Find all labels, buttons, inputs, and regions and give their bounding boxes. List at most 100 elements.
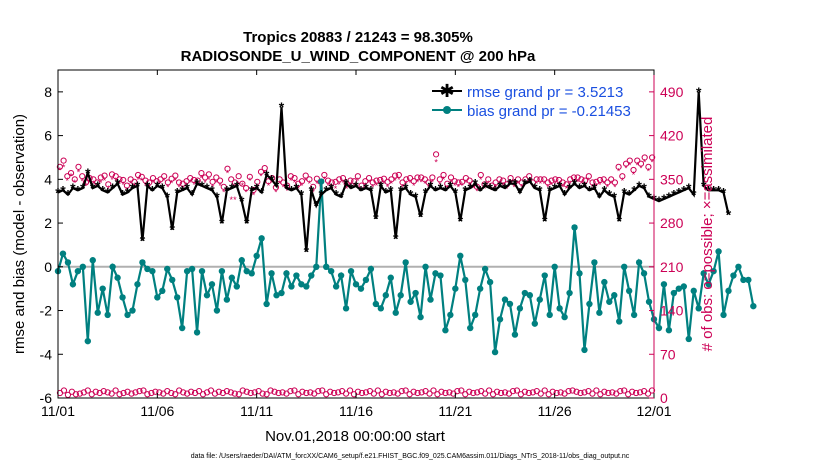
bias-point <box>357 285 365 292</box>
rmse-point: * <box>428 178 434 194</box>
obs-possible-point <box>134 171 142 179</box>
rmse-point: * <box>105 184 111 200</box>
obs-possible-point <box>306 176 313 183</box>
obs-possible-point <box>455 179 462 186</box>
obs-possible-point <box>172 172 179 179</box>
obs-assimilated-point: * <box>110 175 114 185</box>
obs-possible-point <box>302 172 309 179</box>
bias-point <box>392 309 399 316</box>
rmse-point: * <box>527 174 533 190</box>
obs-count-low-point <box>557 389 564 396</box>
rmse-point: * <box>646 189 652 205</box>
obs-assimilated-point: * <box>386 182 390 192</box>
obs-count-low-point <box>644 390 652 397</box>
rmse-point: * <box>716 182 722 198</box>
obs-assimilated-point: * <box>416 177 420 187</box>
rmse-point: * <box>547 182 553 198</box>
obs-assimilated-point: * <box>565 184 569 194</box>
obs-assimilated-point: * <box>345 184 349 194</box>
bias-point <box>79 263 87 270</box>
obs-possible-point <box>120 176 127 184</box>
rmse-point: * <box>194 176 200 192</box>
bias-point <box>69 281 77 288</box>
rmse-point: * <box>671 187 677 203</box>
bias-point <box>193 329 201 336</box>
rmse-point: * <box>299 187 305 203</box>
obs-count-low-point <box>354 388 362 395</box>
rmse-point: * <box>617 213 623 229</box>
obs-possible-point <box>634 157 641 164</box>
bias-point <box>427 296 434 303</box>
obs-possible-point <box>79 173 86 180</box>
bias-point <box>680 283 687 290</box>
obs-possible-point <box>235 173 242 180</box>
obs-count-low-point <box>331 389 338 397</box>
obs-assimilated-point: * <box>311 187 315 197</box>
rmse-point: * <box>373 211 379 227</box>
obs-assimilated-point: * <box>557 180 561 190</box>
bias-point <box>382 292 389 299</box>
obs-possible-point <box>496 176 503 183</box>
obs-assimilated-point: * <box>84 181 88 191</box>
bias-point <box>248 270 255 277</box>
bias-point <box>288 283 295 290</box>
obs-count-low-point <box>454 388 461 395</box>
rmse-point: * <box>179 182 185 198</box>
obs-possible-point <box>436 176 443 183</box>
bias-point <box>695 305 702 312</box>
obs-assimilated-point: * <box>460 181 464 191</box>
obs-possible-point <box>514 176 522 183</box>
bias-point <box>154 294 161 301</box>
bias-point <box>268 270 275 277</box>
obs-count-low-point <box>609 389 616 396</box>
y-right-tick-label: 0 <box>660 390 668 406</box>
obs-possible-point <box>339 174 347 182</box>
obs-count-low-point <box>362 389 370 396</box>
obs-assimilated-point: * <box>412 181 416 191</box>
bias-point <box>402 259 409 266</box>
obs-possible-point <box>209 178 216 185</box>
obs-assimilated-point: * <box>166 182 170 192</box>
rmse-point: * <box>472 176 478 192</box>
obs-assimilated-point: * <box>114 176 118 186</box>
bias-point <box>303 283 310 290</box>
obs-assimilated-point: * <box>419 177 423 187</box>
obs-possible-point <box>146 179 153 186</box>
obs-assimilated-point: * <box>449 177 453 187</box>
bias-point <box>660 281 668 288</box>
obs-possible-point <box>466 177 473 184</box>
bias-point <box>472 311 479 319</box>
rmse-point: * <box>294 180 300 196</box>
bias-point <box>635 259 643 266</box>
bias-point <box>258 235 265 242</box>
obs-assimilated-point: * <box>88 178 92 188</box>
bias-point <box>417 313 424 321</box>
bias-point <box>516 305 524 312</box>
bias-point <box>308 272 315 279</box>
rmse-point: * <box>155 178 161 194</box>
obs-assimilated-point: * <box>185 181 189 191</box>
obs-assimilated-point: * <box>233 195 237 205</box>
bias-point <box>625 287 633 295</box>
obs-assimilated-point: * <box>576 177 580 187</box>
rmse-point: * <box>90 180 96 196</box>
obs-assimilated-point: * <box>218 181 222 191</box>
obs-count-low-point <box>605 389 612 397</box>
y-right-tick-label: 490 <box>660 84 684 100</box>
obs-count-low-point <box>402 387 409 394</box>
obs-possible-point <box>175 179 183 186</box>
rmse-point: * <box>408 187 414 203</box>
rmse-point: * <box>552 180 558 196</box>
obs-count-low-point <box>474 389 481 396</box>
bias-point <box>99 285 106 292</box>
bias-point <box>491 348 499 356</box>
bias-point <box>556 305 563 312</box>
obs-assimilated-point: * <box>323 175 327 185</box>
rmse-point: * <box>319 187 325 203</box>
obs-assimilated-point: * <box>453 181 457 191</box>
obs-possible-point <box>626 157 633 164</box>
obs-count-low-point <box>513 387 521 394</box>
obs-assimilated-point: * <box>609 179 613 189</box>
obs-assimilated-point: * <box>635 160 639 170</box>
